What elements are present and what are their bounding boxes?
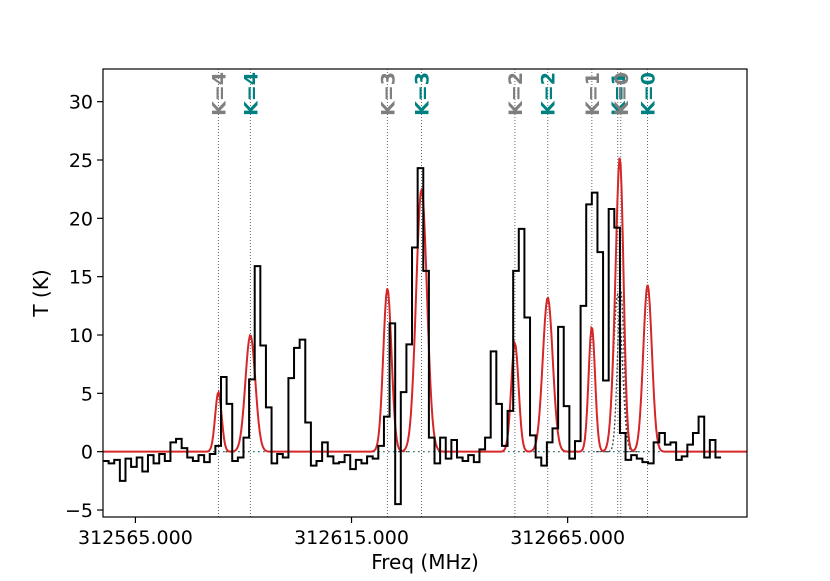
k-label: K=4 <box>240 72 262 116</box>
y-tick-label: 30 <box>69 92 93 114</box>
k-label: K=3 <box>412 72 434 116</box>
total-fit-curve <box>103 157 747 453</box>
k-label: K=1 <box>582 72 604 116</box>
y-tick-label: 25 <box>69 150 93 172</box>
y-tick-label: 5 <box>81 383 93 405</box>
y-tick-label: 10 <box>69 325 93 347</box>
k-label: K=4 <box>208 72 230 116</box>
y-tick-label: 20 <box>69 208 93 230</box>
k-labels: K=4 K=4 K=3 K=3 K=2 K=2 K=1 K=1K=0 K=0 <box>208 72 659 116</box>
y-axis-title: T (K) <box>29 269 53 317</box>
x-axis-title: Freq (MHz) <box>371 550 479 574</box>
k-label: K=2 <box>538 72 560 116</box>
k-label: K=0 <box>638 72 660 116</box>
observed-spectrum <box>103 167 722 506</box>
observed-spectrum-line <box>103 167 722 506</box>
y-tick-label: −5 <box>65 500 93 522</box>
total-fit <box>103 157 747 453</box>
k-label: K=1 <box>608 72 630 116</box>
k-label: K=0 <box>611 72 633 116</box>
y-axis: −5 0 5 10 15 20 25 30 <box>65 92 103 522</box>
fit-component-curve <box>202 390 235 453</box>
k-label: K=2 <box>505 72 527 116</box>
y-tick-label: 0 <box>81 442 93 464</box>
plot-frame <box>102 68 748 518</box>
k-label: K=3 <box>377 72 399 116</box>
x-tick-label: 312665.000 <box>510 527 625 549</box>
x-axis: 312565.000 312615.000 312665.000 <box>78 517 625 549</box>
x-tick-label: 312565.000 <box>78 527 193 549</box>
x-tick-label: 312615.000 <box>294 527 409 549</box>
y-tick-label: 15 <box>69 267 93 289</box>
